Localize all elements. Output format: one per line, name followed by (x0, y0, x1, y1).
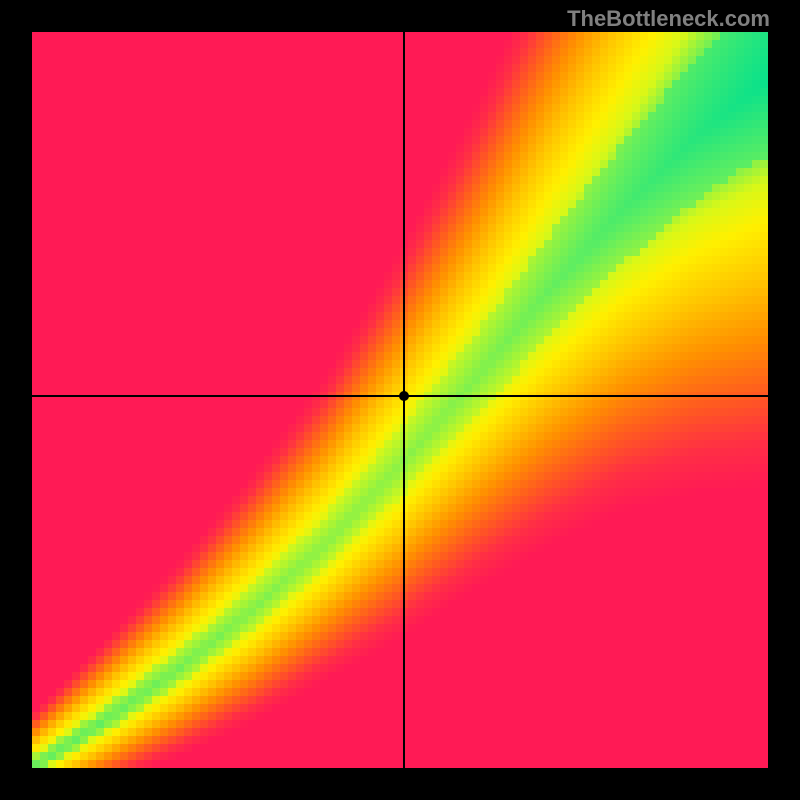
chart-container: TheBottleneck.com (0, 0, 800, 800)
watermark-text: TheBottleneck.com (567, 6, 770, 32)
crosshair-marker-dot (399, 391, 409, 401)
